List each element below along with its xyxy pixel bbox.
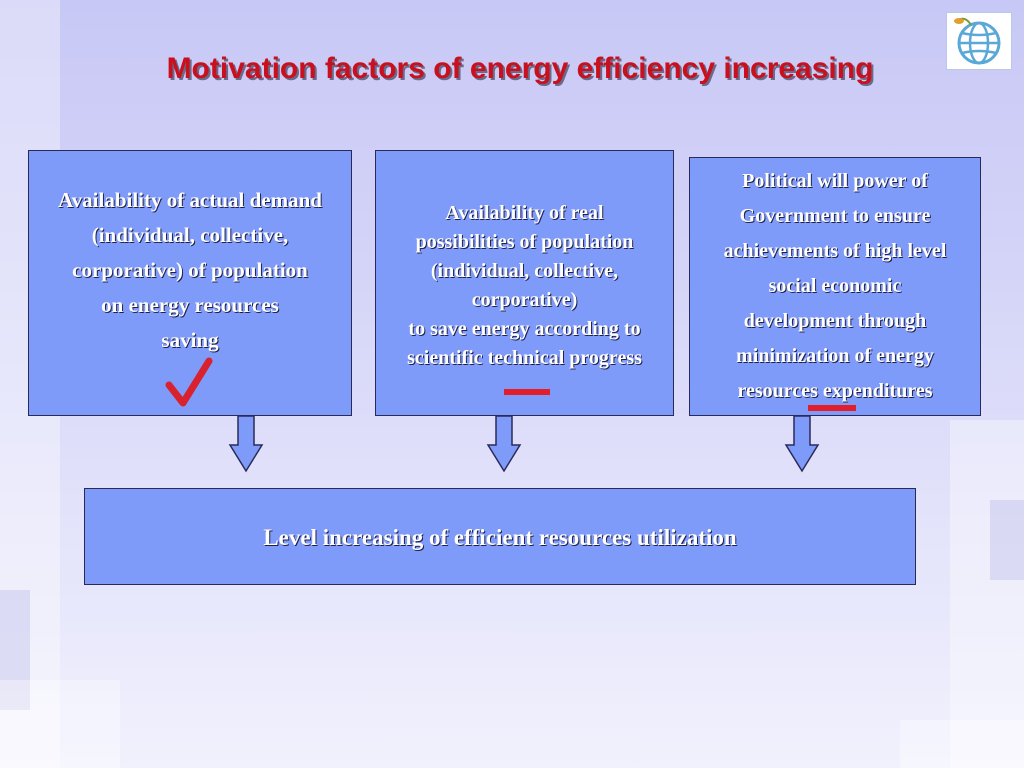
- background-block: [950, 420, 1024, 768]
- demand-line: saving: [161, 328, 219, 352]
- check-mark-icon: [163, 355, 215, 413]
- minus-mark-icon: [808, 405, 856, 411]
- minus-mark-icon: [504, 389, 550, 395]
- globe-logo-icon: [946, 12, 1012, 70]
- possibilities-line: (individual, collective,: [430, 260, 619, 282]
- result-text: Level increasing of efficient resources …: [263, 525, 737, 550]
- political-line: minimization of energy: [736, 345, 934, 367]
- political-box: Political will power of Government to en…: [689, 157, 981, 416]
- demand-line: corporative) of population: [72, 258, 308, 282]
- political-line: Political will power of: [742, 170, 928, 192]
- result-box: Level increasing of efficient resources …: [84, 488, 916, 585]
- possibilities-line: possibilities of population: [415, 231, 634, 253]
- possibilities-line: to save energy according to: [408, 318, 641, 340]
- possibilities-line: scientific technical progress: [407, 347, 642, 369]
- possibilities-line: corporative): [471, 289, 578, 311]
- background-block: [0, 680, 120, 768]
- slide-title: Motivation factors of energy efficiency …: [166, 52, 874, 85]
- demand-line: on energy resources: [101, 293, 279, 317]
- down-arrow-icon: [784, 415, 820, 473]
- political-line: achievements of high level: [723, 240, 947, 262]
- demand-line: Availability of actual demand: [58, 188, 322, 212]
- possibilities-line: Availability of real: [445, 202, 604, 224]
- background-block: [900, 720, 1024, 768]
- possibilities-box: Availability of real possibilities of po…: [375, 150, 674, 416]
- background-block: [990, 500, 1024, 580]
- down-arrow-icon: [228, 415, 264, 473]
- political-line: development through: [743, 310, 927, 332]
- demand-line: (individual, collective,: [91, 223, 289, 247]
- down-arrow-icon: [486, 415, 522, 473]
- demand-box: Availability of actual demand (individua…: [28, 150, 352, 416]
- background-block: [0, 590, 30, 710]
- political-line: social economic: [768, 275, 902, 297]
- political-line: Government to ensure: [739, 205, 931, 227]
- political-line: resources expenditures: [737, 380, 933, 402]
